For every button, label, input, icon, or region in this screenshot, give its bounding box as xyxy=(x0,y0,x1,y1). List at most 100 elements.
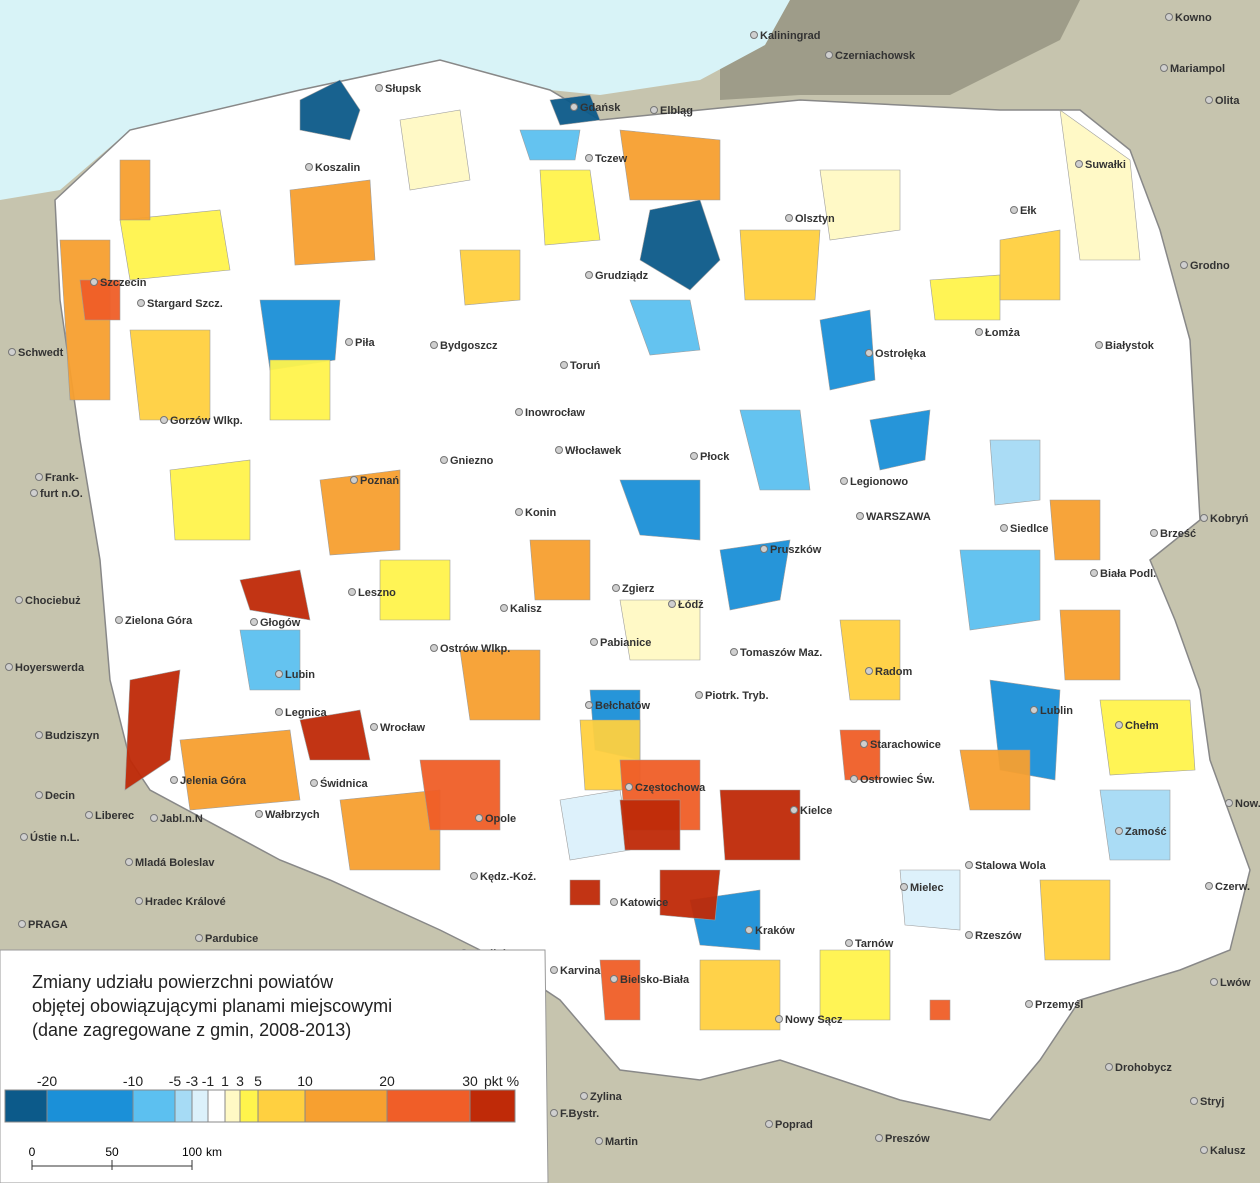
powiat-area xyxy=(869,409,931,471)
city-label: Kędz.-Koź. xyxy=(480,871,536,883)
powiat-area xyxy=(629,299,701,356)
city-dot xyxy=(750,31,758,39)
city-label: Kaliningrad xyxy=(760,30,821,42)
powiat-area xyxy=(239,569,311,621)
city-dot xyxy=(375,84,383,92)
city-dot xyxy=(690,452,698,460)
city-label: Bydgoszcz xyxy=(440,340,498,352)
city-label: Katowice xyxy=(620,897,668,909)
city-label: Wałbrzych xyxy=(265,809,320,821)
city-dot xyxy=(475,814,483,822)
city-dot xyxy=(900,883,908,891)
city-label: Zielona Góra xyxy=(125,615,193,627)
city-dot xyxy=(1030,706,1038,714)
city-dot xyxy=(1115,721,1123,729)
city-dot xyxy=(865,349,873,357)
city-dot xyxy=(860,740,868,748)
city-dot xyxy=(137,299,145,307)
city-label: Zylina xyxy=(590,1091,623,1103)
powiat-area xyxy=(1059,109,1141,261)
city-dot xyxy=(515,508,523,516)
city-label: Ostrołęka xyxy=(875,348,927,360)
city-dot xyxy=(840,477,848,485)
city-label: Kobryń xyxy=(1210,513,1249,525)
legend-swatch xyxy=(239,1089,259,1123)
powiat-area xyxy=(719,539,791,611)
powiat-area xyxy=(169,459,251,541)
city-label: Schwedt xyxy=(18,347,64,359)
city-dot xyxy=(695,691,703,699)
city-label: Zamość xyxy=(1125,826,1167,838)
city-label: Lubin xyxy=(285,669,315,681)
city-dot xyxy=(765,1120,773,1128)
legend-swatch xyxy=(4,1089,48,1123)
city-dot xyxy=(1105,1063,1113,1071)
powiat-area xyxy=(1049,499,1101,561)
powiat-area xyxy=(539,169,601,246)
legend-tick-label: -5 xyxy=(169,1073,182,1089)
city-label: Now. xyxy=(1235,798,1260,810)
city-label: Jelenia Góra xyxy=(180,775,247,787)
city-dot xyxy=(965,931,973,939)
city-label: Rzeszów xyxy=(975,930,1022,942)
legend-swatch xyxy=(469,1089,516,1123)
powiat-area xyxy=(179,729,301,811)
city-label: Budziszyn xyxy=(45,730,100,742)
city-dot xyxy=(1205,882,1213,890)
city-label: Gniezno xyxy=(450,455,494,467)
legend-title: (dane zagregowane z gmin, 2008-2013) xyxy=(32,1020,351,1040)
city-label: Głogów xyxy=(260,617,301,629)
legend-tick-label: 30 xyxy=(462,1073,478,1089)
city-dot xyxy=(250,618,258,626)
city-dot xyxy=(560,361,568,369)
city-dot xyxy=(1000,524,1008,532)
city-label: F.Bystr. xyxy=(560,1108,599,1120)
powiat-area xyxy=(619,479,701,541)
city-dot xyxy=(555,446,563,454)
legend-tick-label: 1 xyxy=(221,1073,229,1089)
city-dot xyxy=(5,663,13,671)
powiat-area xyxy=(839,619,901,701)
legend-tick-label: 5 xyxy=(254,1073,262,1089)
city-dot xyxy=(1165,13,1173,21)
city-dot xyxy=(440,456,448,464)
city-label: Bełchatów xyxy=(595,700,650,712)
powiat-area xyxy=(929,274,1001,321)
city-label: Wrocław xyxy=(380,722,425,734)
powiat-area xyxy=(299,79,361,141)
city-dot xyxy=(595,1137,603,1145)
powiat-area xyxy=(1039,879,1111,961)
city-label: Chełm xyxy=(1125,720,1159,732)
scale-label: 50 xyxy=(105,1145,119,1159)
powiat-area xyxy=(459,649,541,721)
city-dot xyxy=(305,163,313,171)
city-dot xyxy=(90,278,98,286)
city-label: Kielce xyxy=(800,805,832,817)
city-dot xyxy=(668,600,676,608)
powiat-area xyxy=(379,559,451,621)
city-dot xyxy=(348,588,356,596)
city-dot xyxy=(515,408,523,416)
powiat-area xyxy=(739,229,821,301)
city-dot xyxy=(875,1134,883,1142)
powiat-area xyxy=(1099,789,1171,861)
city-label: Olita xyxy=(1215,95,1240,107)
legend-tick-label: -3 xyxy=(186,1073,199,1089)
city-label: Czerniachowsk xyxy=(835,50,916,62)
city-label: Decin xyxy=(45,790,75,802)
city-dot xyxy=(785,214,793,222)
city-dot xyxy=(18,920,26,928)
powiat-area xyxy=(659,869,721,921)
city-dot xyxy=(730,648,738,656)
city-label: Kraków xyxy=(755,925,795,937)
powiat-area xyxy=(559,789,631,861)
city-label: Tarnów xyxy=(855,938,894,950)
city-label: Białystok xyxy=(1105,340,1155,352)
powiat-area xyxy=(819,309,876,391)
city-dot xyxy=(85,811,93,819)
powiat-area xyxy=(399,109,471,191)
city-dot xyxy=(470,872,478,880)
powiat-area xyxy=(959,749,1031,811)
city-label: Poprad xyxy=(775,1119,813,1131)
city-label: Ełk xyxy=(1020,205,1037,217)
